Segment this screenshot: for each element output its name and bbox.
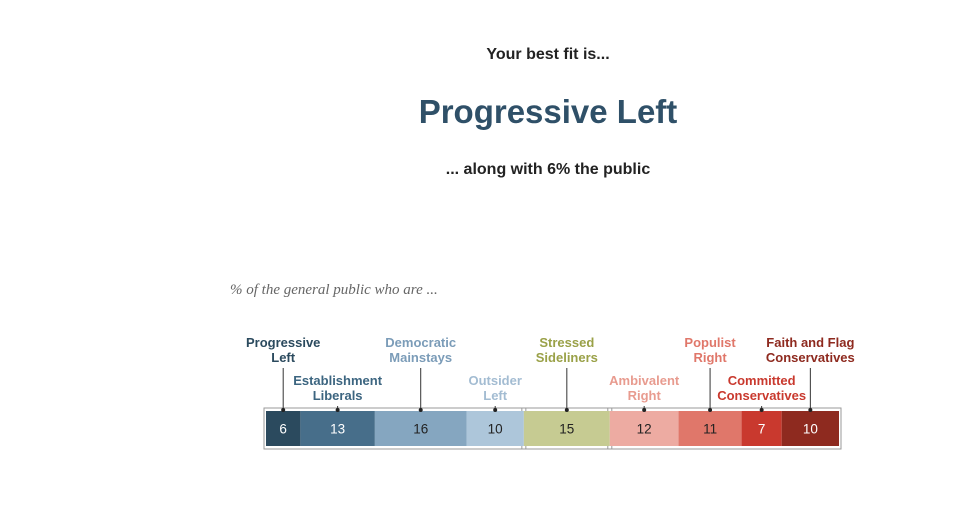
leader-dot-committed-conservatives [759,408,764,412]
value-label-stressed-sideliners: 15 [559,422,574,437]
value-label-outsider-left: 10 [488,422,503,437]
category-label-faith-and-flag-conservatives: Faith and Flag Conservatives [766,335,855,365]
leader-dot-establishment-liberals [335,408,340,412]
result-subtitle: ... along with 6% the public [445,161,651,178]
value-label-progressive-left: 6 [279,422,287,437]
bar-segment-ambivalent-right [609,411,679,446]
bar-segment-populist-right [678,411,742,446]
value-label-faith-and-flag-conservatives: 10 [803,422,818,437]
bar-segment-outsider-left [466,411,524,446]
value-label-committed-conservatives: 7 [758,422,766,437]
bar-segment-committed-conservatives [741,411,782,446]
category-label-progressive-left: Progressive Left [246,335,320,365]
intro-label: Your best fit is... [486,46,610,63]
bar-segment-democratic-mainstays [374,411,467,446]
leader-dot-democratic-mainstays [418,408,423,412]
value-label-populist-right: 11 [703,422,717,437]
leader-dot-outsider-left [493,408,498,412]
bar-segment-stressed-sideliners [523,411,610,446]
value-label-establishment-liberals: 13 [330,422,345,437]
leader-dot-ambivalent-right [642,408,647,412]
category-label-ambivalent-right: Ambivalent Right [609,373,680,403]
category-label-stressed-sideliners: Stressed Sideliners [536,335,598,365]
leader-dot-stressed-sideliners [564,408,569,412]
chart-caption: % of the general public who are ... [230,282,438,298]
category-label-populist-right: Populist Right [684,335,736,365]
leader-dot-populist-right [708,408,713,412]
bar-segment-progressive-left [266,411,301,446]
leader-dot-faith-and-flag-conservatives [808,408,813,412]
category-label-democratic-mainstays: Democratic Mainstays [385,335,456,365]
category-label-outsider-left: Outsider Left [468,373,521,403]
bar-segment-faith-and-flag-conservatives [781,411,839,446]
value-label-ambivalent-right: 12 [637,422,652,437]
category-label-committed-conservatives: Committed Conservatives [717,373,806,403]
bar-segment-establishment-liberals [300,411,375,446]
category-label-establishment-liberals: Establishment Liberals [293,373,383,403]
result-title: Progressive Left [418,93,678,130]
leader-dot-progressive-left [281,408,286,412]
value-label-democratic-mainstays: 16 [413,422,428,437]
